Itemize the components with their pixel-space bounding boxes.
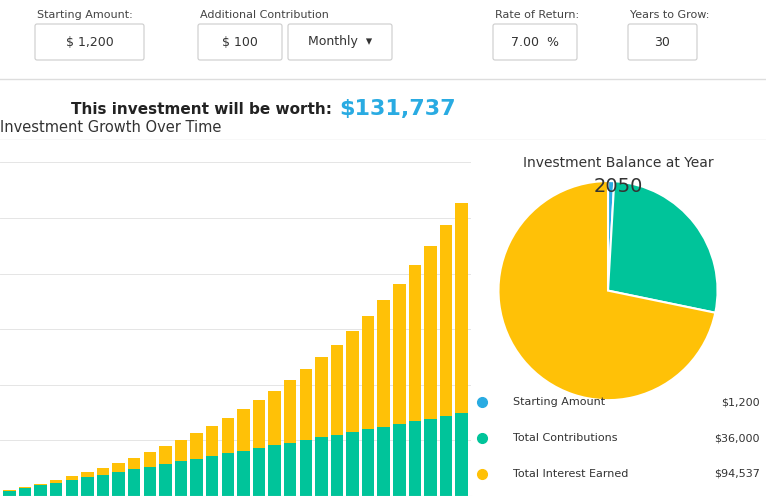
Bar [268, 391, 281, 445]
FancyBboxPatch shape [198, 24, 282, 60]
Bar [175, 440, 187, 461]
Bar [159, 464, 172, 496]
Text: Starting Amount: Starting Amount [513, 397, 605, 407]
Bar [50, 483, 62, 496]
Bar [81, 477, 93, 496]
FancyBboxPatch shape [288, 24, 392, 60]
Text: $36,000: $36,000 [714, 433, 760, 443]
Bar [81, 472, 93, 477]
Bar [284, 442, 296, 496]
Bar [66, 476, 78, 480]
Bar [221, 453, 234, 496]
Bar [440, 225, 453, 416]
Bar [456, 203, 468, 413]
Bar [331, 434, 343, 496]
Bar [378, 301, 390, 427]
Text: Investment Growth Over Time: Investment Growth Over Time [0, 120, 221, 135]
Text: $ 100: $ 100 [222, 36, 258, 49]
Bar [362, 429, 375, 496]
Bar [362, 316, 375, 429]
FancyBboxPatch shape [628, 24, 697, 60]
Bar [237, 410, 250, 450]
Bar [143, 452, 156, 467]
FancyBboxPatch shape [35, 24, 144, 60]
Bar [97, 475, 110, 496]
Bar [50, 480, 62, 483]
Bar [456, 413, 468, 496]
Bar [268, 445, 281, 496]
Bar [315, 358, 328, 437]
Text: 30: 30 [655, 36, 670, 49]
Bar [237, 450, 250, 496]
Bar [378, 427, 390, 496]
Text: $ 1,200: $ 1,200 [66, 36, 113, 49]
Bar [97, 468, 110, 475]
Text: Total Interest Earned: Total Interest Earned [513, 469, 629, 479]
Bar [393, 424, 405, 496]
Text: This investment will be worth:: This investment will be worth: [70, 102, 337, 117]
Bar [393, 284, 405, 424]
Text: Investment Balance at Year: Investment Balance at Year [523, 156, 714, 170]
Text: $131,737: $131,737 [339, 99, 456, 119]
Bar [300, 440, 312, 496]
Bar [18, 487, 31, 488]
Bar [424, 419, 437, 496]
Bar [409, 421, 421, 496]
Bar [409, 265, 421, 421]
Text: 2050: 2050 [594, 177, 643, 196]
Text: Additional Contribution: Additional Contribution [200, 10, 329, 20]
Text: Years to Grow:: Years to Grow: [630, 10, 709, 20]
Bar [346, 331, 358, 432]
FancyBboxPatch shape [493, 24, 577, 60]
Bar [440, 416, 453, 496]
Bar [113, 472, 125, 496]
Text: Total Contributions: Total Contributions [513, 433, 617, 443]
Bar [128, 458, 140, 469]
Bar [175, 461, 187, 496]
Bar [128, 469, 140, 496]
Bar [284, 380, 296, 442]
Bar [253, 400, 265, 448]
Bar [66, 480, 78, 496]
Text: 7.00  %: 7.00 % [511, 36, 559, 49]
Wedge shape [608, 181, 718, 313]
Bar [143, 467, 156, 496]
Bar [206, 456, 218, 496]
Bar [113, 463, 125, 472]
Bar [34, 484, 47, 485]
Text: $94,537: $94,537 [714, 469, 760, 479]
Bar [159, 446, 172, 464]
Text: $1,200: $1,200 [721, 397, 760, 407]
Bar [190, 459, 203, 496]
Bar [424, 246, 437, 419]
Bar [315, 437, 328, 496]
Bar [253, 448, 265, 496]
Text: Starting Amount:: Starting Amount: [37, 10, 133, 20]
Bar [346, 432, 358, 496]
Bar [221, 418, 234, 453]
Bar [3, 491, 15, 496]
Text: Monthly  ▾: Monthly ▾ [308, 36, 372, 49]
Bar [34, 485, 47, 496]
Bar [190, 433, 203, 459]
Bar [18, 488, 31, 496]
Bar [206, 426, 218, 456]
Bar [300, 370, 312, 440]
Bar [331, 345, 343, 434]
Text: Rate of Return:: Rate of Return: [495, 10, 579, 20]
Wedge shape [499, 181, 715, 400]
Wedge shape [608, 181, 614, 291]
